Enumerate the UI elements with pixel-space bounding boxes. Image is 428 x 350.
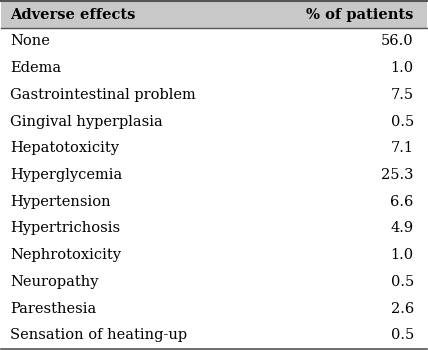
Text: Hyperglycemia: Hyperglycemia [10,168,122,182]
Text: Edema: Edema [10,61,61,75]
Bar [1,1,427,28]
Text: Neuropathy: Neuropathy [10,275,98,289]
Text: Adverse effects: Adverse effects [10,8,135,22]
Text: 4.9: 4.9 [391,222,414,236]
Text: 0.5: 0.5 [391,275,414,289]
Text: Hypertension: Hypertension [10,195,110,209]
Text: Hepatotoxicity: Hepatotoxicity [10,141,119,155]
Text: Hypertrichosis: Hypertrichosis [10,222,120,236]
Text: Paresthesia: Paresthesia [10,302,96,316]
Text: 25.3: 25.3 [381,168,414,182]
Text: 7.1: 7.1 [391,141,414,155]
Text: 2.6: 2.6 [391,302,414,316]
Text: Gingival hyperplasia: Gingival hyperplasia [10,114,163,128]
Text: Gastrointestinal problem: Gastrointestinal problem [10,88,196,102]
Text: 1.0: 1.0 [391,61,414,75]
Text: % of patients: % of patients [306,8,414,22]
Text: Sensation of heating-up: Sensation of heating-up [10,328,187,342]
Text: 56.0: 56.0 [381,34,414,48]
Text: Nephrotoxicity: Nephrotoxicity [10,248,121,262]
Text: 7.5: 7.5 [391,88,414,102]
Text: 1.0: 1.0 [391,248,414,262]
Text: 6.6: 6.6 [390,195,414,209]
Text: None: None [10,34,50,48]
Text: 0.5: 0.5 [391,114,414,128]
Text: 0.5: 0.5 [391,328,414,342]
